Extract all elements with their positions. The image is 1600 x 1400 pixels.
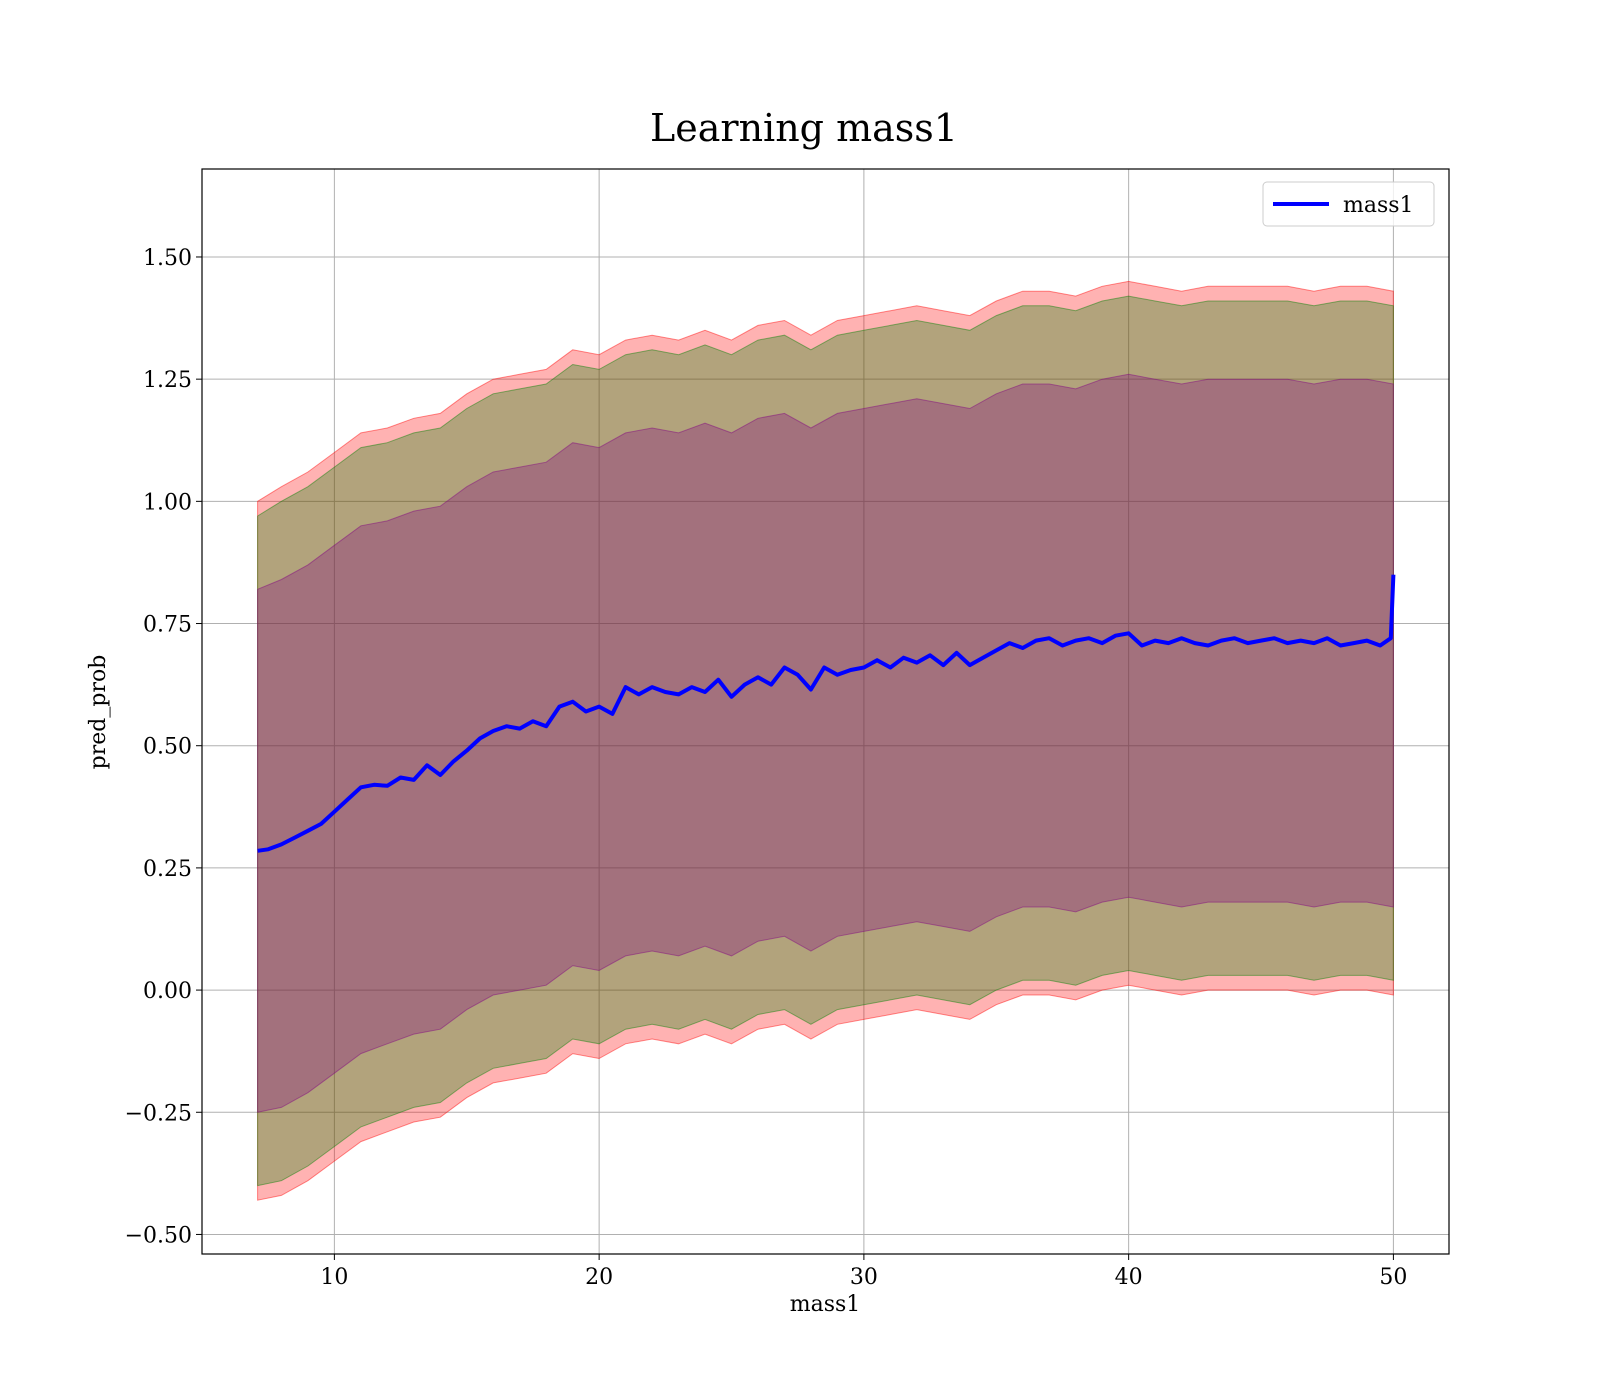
x-tick-label: 10 <box>320 1265 348 1290</box>
y-axis-ticks: −0.50 −0.25 0.00 0.25 0.50 0.75 1.00 1.25 1.50 <box>125 246 202 1248</box>
confidence-band-3 <box>257 373 1394 1113</box>
series-line-mass1 <box>257 574 1396 853</box>
series-lines <box>257 574 1396 853</box>
x-axis-label: mass1 <box>790 1292 861 1317</box>
legend: mass1 <box>1262 181 1435 227</box>
y-tick-label: 0.75 <box>143 613 192 638</box>
y-tick-label: −0.50 <box>125 1223 192 1248</box>
plot-frame <box>201 168 1450 1255</box>
confidence-band-2 <box>257 295 1394 1187</box>
legend-label: mass1 <box>1343 193 1414 218</box>
confidence-band-1 <box>257 280 1394 1201</box>
y-tick-label: 0.25 <box>143 857 192 882</box>
y-tick-label: 0.00 <box>143 979 192 1004</box>
x-tick-label: 20 <box>585 1265 613 1290</box>
y-axis-label: pred_prob <box>86 655 111 770</box>
y-tick-label: 1.25 <box>143 368 192 393</box>
x-tick-label: 30 <box>850 1265 878 1290</box>
bands <box>257 280 1394 1201</box>
x-tick-label: 50 <box>1379 1265 1407 1290</box>
y-tick-label: −0.25 <box>125 1101 192 1126</box>
chart-title: Learning mass1 <box>650 106 958 150</box>
y-tick-label: 0.50 <box>143 735 192 760</box>
legend-box <box>1262 181 1435 227</box>
x-tick-label: 40 <box>1115 1265 1143 1290</box>
grid <box>202 169 1449 1254</box>
y-tick-label: 1.50 <box>143 246 192 271</box>
y-tick-label: 1.00 <box>143 490 192 515</box>
x-axis-ticks: 10 20 30 40 50 <box>320 1254 1407 1290</box>
